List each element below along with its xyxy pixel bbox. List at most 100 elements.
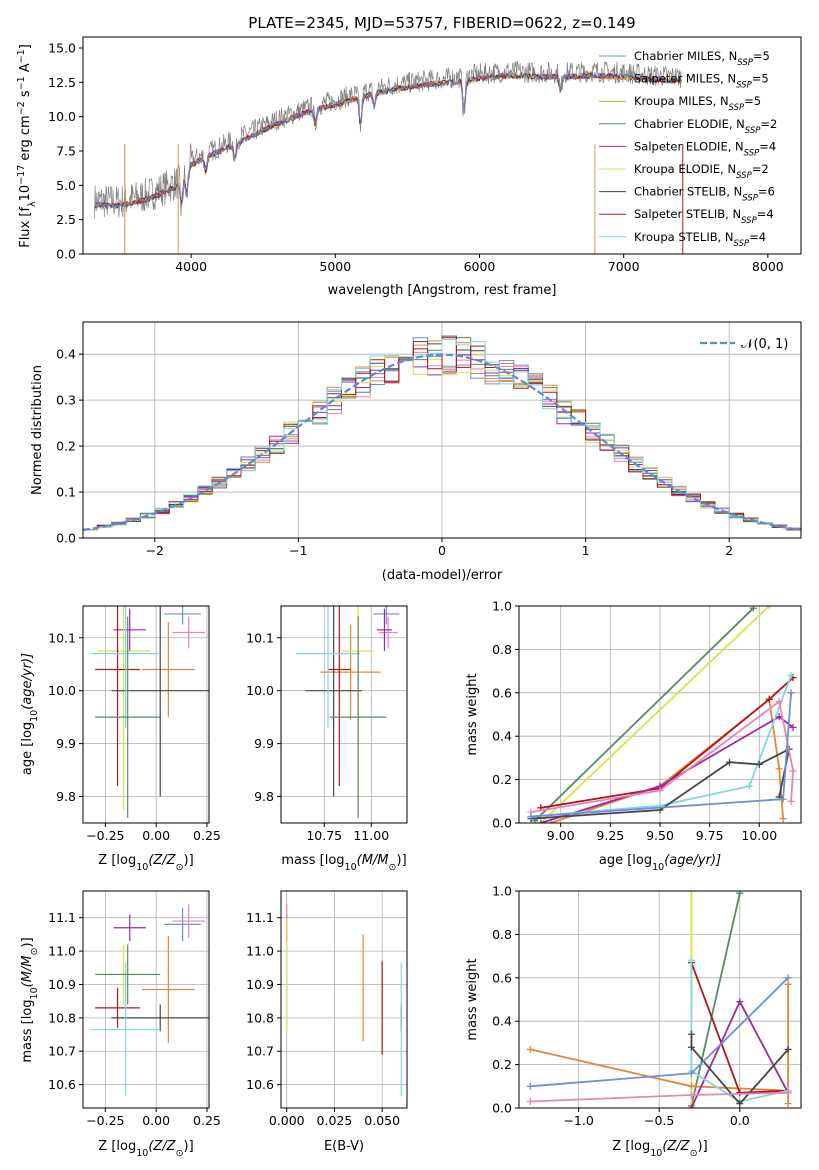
gaussian-curve [83, 353, 801, 531]
weight-marker [775, 765, 783, 773]
weight-marker [526, 1082, 534, 1090]
z-weight-x-label: Z [log10(Z/Z⊙)] [612, 1139, 707, 1159]
z-age-x-label-part: (Z/Z [148, 853, 176, 868]
z-mass-plot [91, 904, 209, 1097]
model-line [94, 71, 682, 210]
weight-line [530, 692, 792, 818]
model-line [94, 72, 682, 209]
y-tick-label: 0.2 [56, 439, 76, 454]
y-tick-label: 11.1 [48, 910, 76, 925]
y-tick-label: 0.2 [492, 1057, 512, 1072]
z-mass-y-label-part: ⊙ [29, 948, 40, 956]
spectrum-y-label-part: −1 [16, 76, 27, 90]
y-tick-label: 0.4 [492, 729, 512, 744]
z-weight-x-label-part: Z [log [612, 1139, 650, 1154]
legend-label-part: Kroupa MILES, N [634, 94, 729, 108]
spectrum-y-label-part: λ [27, 201, 38, 207]
residuals-axes: −2 −1 0 1 2 0.0 0.1 0.2 0.3 0.4 [56, 322, 801, 558]
spectrum-y-label-part: s [18, 90, 33, 101]
legend-label-part: SSP [742, 194, 758, 204]
y-tick-label: 9.8 [254, 789, 274, 804]
ebv-mass-plot [286, 904, 402, 1097]
model-line [94, 71, 682, 210]
weight-marker [775, 697, 783, 705]
y-tick-label: 11.1 [246, 910, 274, 925]
weight-marker [687, 1043, 695, 1051]
model-line [94, 71, 682, 210]
weight-line [530, 747, 791, 820]
y-tick-label: 0.4 [492, 1014, 512, 1029]
y-tick-label: 10.0 [48, 109, 76, 124]
y-tick-label: 10.0 [246, 683, 274, 698]
weight-marker [787, 797, 795, 805]
mass-age-x-label-part: ⊙ [389, 862, 397, 873]
mass-age-x-label-part: )] [397, 853, 407, 868]
y-tick-label: 10.6 [48, 1077, 76, 1092]
x-tick-label: 0.000 [269, 1113, 305, 1128]
legend-label: Kroupa ELODIE, NSSP=2 [634, 162, 769, 181]
legend-label-part: Kroupa STELIB, N [634, 230, 734, 244]
y-tick-label: 12.5 [48, 75, 76, 90]
legend-label-part: SSP [736, 81, 752, 91]
weight-marker [784, 1089, 792, 1097]
x-tick-label: 9.75 [696, 828, 724, 843]
y-tick-label: 11.0 [246, 944, 274, 959]
z-weight-x-label-part: 10 [650, 1148, 662, 1159]
x-tick-label: −1.0 [563, 1113, 593, 1128]
weight-marker [736, 1089, 744, 1097]
x-tick-label: 10.00 [741, 828, 777, 843]
weight-line [534, 607, 754, 822]
weight-marker [537, 819, 545, 823]
weight-marker [789, 724, 797, 732]
x-tick-label: 0.25 [193, 828, 221, 843]
residuals-plot [83, 335, 801, 531]
x-tick-label: 1 [582, 543, 590, 558]
age-weight-x-label-part: 10 [652, 862, 664, 873]
spectrum-y-label-part: Flux [f [18, 207, 33, 248]
model-line [94, 72, 682, 210]
residual-y-label: Normed distribution [30, 365, 45, 495]
weight-marker [736, 891, 744, 897]
x-tick-label: −1 [289, 543, 307, 558]
weight-marker [784, 980, 792, 988]
legend-label: Chabrier STELIB, NSSP=6 [634, 185, 775, 204]
ebv-mass-x-label: E(B-V) [324, 1139, 364, 1154]
z-age-frame [82, 605, 210, 824]
legend-label: Kroupa MILES, NSSP=5 [634, 94, 761, 113]
weight-marker [784, 1045, 792, 1053]
y-tick-label: 10.8 [246, 1010, 274, 1025]
z-mass-x-label-part: 10 [136, 1148, 148, 1159]
weight-line [690, 1034, 789, 1106]
z-weight-frame [518, 890, 802, 1109]
weight-marker [687, 891, 695, 895]
legend-label: Salpeter STELIB, NSSP=4 [634, 207, 774, 226]
y-tick-label: 10.1 [246, 630, 274, 645]
weight-marker [726, 758, 734, 766]
legend-label-part: =5 [752, 72, 769, 86]
spectrum-y-label-part: ] [18, 44, 33, 49]
z-weight-x-label-part: )] [698, 1139, 708, 1154]
weight-marker [749, 606, 757, 612]
x-tick-label: 10.75 [306, 828, 342, 843]
z-weight-plot [526, 891, 792, 1108]
y-tick-label: 0.6 [492, 685, 512, 700]
weight-marker [765, 606, 773, 610]
y-tick-label: 2.5 [56, 212, 76, 227]
y-tick-label: 10.9 [48, 977, 76, 992]
legend-label-part: =2 [760, 117, 777, 131]
mass-age-axes: 10.75 11.00 9.8 9.9 10.0 10.1 [246, 606, 407, 843]
z-age-x-label-part: ⊙ [176, 862, 184, 873]
z-weight-x-label-part: (Z/Z [662, 1139, 690, 1154]
x-tick-label: 4000 [175, 259, 207, 274]
y-tick-label: 0.0 [492, 1101, 512, 1116]
age-weight-y-label: mass weight [465, 673, 480, 755]
z-age-y-label-part: 10 [29, 710, 40, 722]
y-tick-label: 0.8 [492, 927, 512, 942]
weight-marker [779, 815, 787, 823]
spectrum-x-label: wavelength [Angstrom, rest frame] [328, 283, 557, 298]
weight-marker [526, 1097, 534, 1105]
weight-marker [736, 1100, 744, 1108]
weight-marker [765, 695, 773, 703]
x-tick-label: 0.050 [364, 1113, 400, 1128]
